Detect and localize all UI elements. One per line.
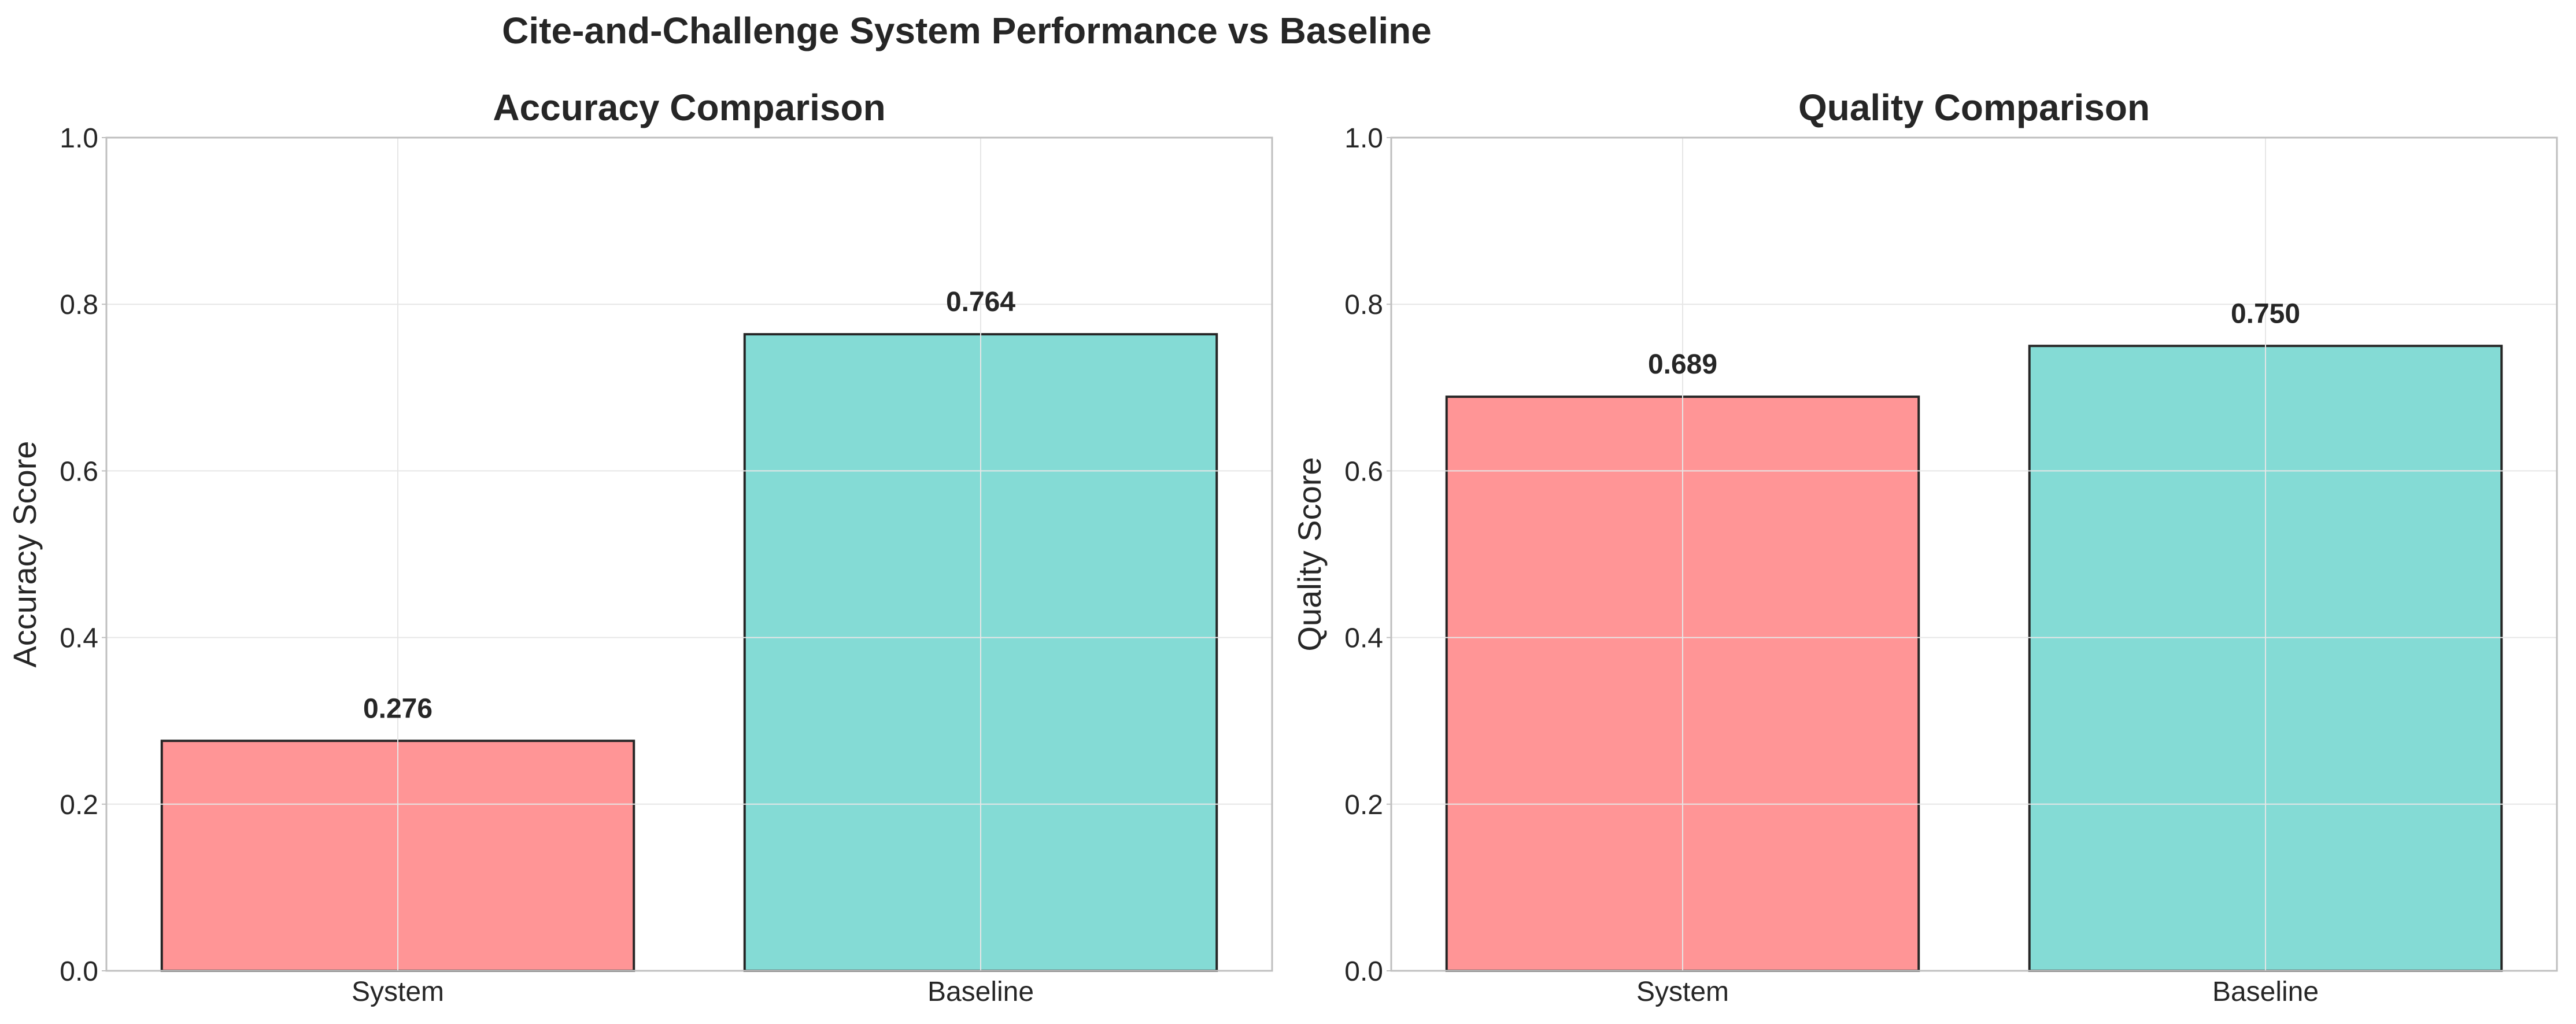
accuracy-ytick-label-5: 1.0 (60, 123, 98, 154)
accuracy-ytick-label-2: 0.4 (60, 623, 98, 654)
quality-chart-title: Quality Comparison (1798, 87, 2150, 128)
accuracy-ytick-label-4: 0.8 (60, 290, 98, 320)
accuracy-chart-panel: 0.276 0.764 0.0 0.2 0.4 0.6 0.8 1.0 System Baseli… (6, 87, 1273, 1007)
accuracy-ytick-label-0: 0.0 (60, 956, 98, 987)
quality-value-label-baseline: 0.750 (2231, 298, 2300, 329)
quality-plot-frame (1390, 136, 2558, 972)
quality-ytick-label-3: 0.6 (1344, 456, 1383, 487)
quality-ytick-label-2: 0.4 (1344, 623, 1383, 654)
quality-y-axis-label: Quality Score (1291, 457, 1328, 651)
quality-xtick-label-baseline: Baseline (2212, 977, 2319, 1007)
accuracy-chart-title: Accuracy Comparison (493, 87, 885, 128)
accuracy-plot-frame (105, 136, 1273, 972)
quality-xtick-label-system: System (1636, 977, 1729, 1007)
accuracy-value-label-baseline: 0.764 (946, 287, 1015, 317)
accuracy-value-label-system: 0.276 (363, 693, 433, 724)
quality-ytick-label-0: 0.0 (1344, 956, 1383, 987)
accuracy-y-axis-label: Accuracy Score (6, 441, 43, 667)
accuracy-ytick-label-3: 0.6 (60, 456, 98, 487)
quality-value-label-system: 0.689 (1648, 349, 1717, 380)
figure-suptitle: Cite-and-Challenge System Performance vs… (502, 10, 1432, 51)
quality-ytick-label-1: 0.2 (1344, 790, 1383, 820)
accuracy-ytick-label-1: 0.2 (60, 790, 98, 820)
accuracy-xtick-label-system: System (352, 977, 444, 1007)
quality-chart-panel: 0.689 0.750 0.0 0.2 0.4 0.6 0.8 1.0 System Baseli… (1291, 87, 2558, 1007)
accuracy-xtick-label-baseline: Baseline (927, 977, 1034, 1007)
quality-ytick-label-4: 0.8 (1344, 290, 1383, 320)
quality-ytick-label-5: 1.0 (1344, 123, 1383, 154)
